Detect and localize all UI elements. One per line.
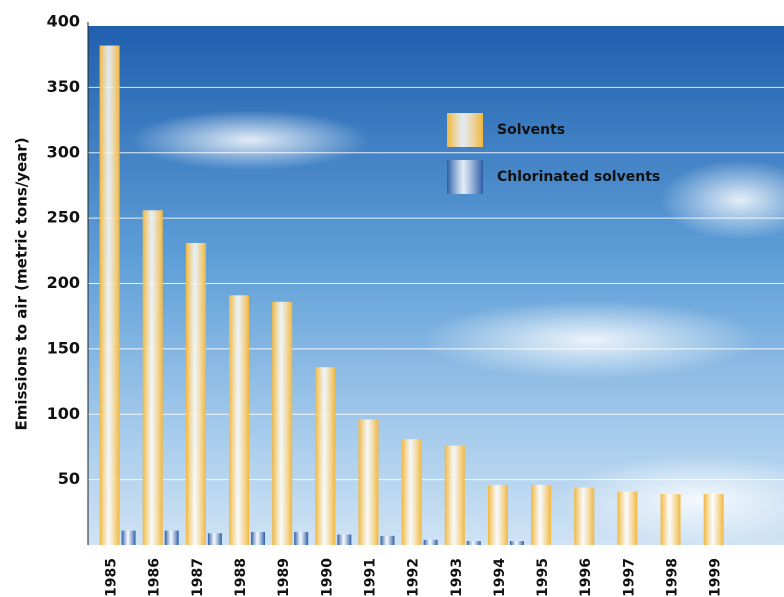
bar bbox=[294, 531, 309, 545]
y-tick-label: 250 bbox=[47, 208, 80, 227]
legend-label: Solvents bbox=[497, 122, 565, 138]
x-tick-label: 1996 bbox=[578, 558, 594, 597]
y-tick-label: 50 bbox=[58, 469, 80, 488]
bar bbox=[207, 533, 222, 545]
x-tick-label: 1994 bbox=[492, 558, 508, 597]
y-axis-label: Emissions to air (metric tons/year) bbox=[13, 137, 31, 430]
cloud bbox=[420, 300, 760, 380]
bar bbox=[487, 484, 508, 545]
bar bbox=[660, 494, 681, 545]
bar bbox=[531, 484, 552, 545]
bars bbox=[99, 45, 724, 545]
bar bbox=[121, 530, 136, 545]
x-tick-label: 1997 bbox=[621, 558, 637, 597]
y-tick-label: 350 bbox=[47, 77, 80, 96]
y-tick-label: 300 bbox=[47, 142, 80, 161]
x-tick-label: 1985 bbox=[104, 558, 120, 597]
y-tick-label: 150 bbox=[47, 338, 80, 357]
bar bbox=[574, 487, 595, 545]
x-tick-label: 1988 bbox=[233, 558, 249, 597]
legend-label: Chlorinated solvents bbox=[497, 169, 660, 185]
x-tick-label: 1993 bbox=[449, 558, 465, 597]
bar bbox=[423, 539, 438, 545]
bar bbox=[358, 419, 379, 545]
bar bbox=[401, 439, 422, 545]
x-tick-label: 1991 bbox=[362, 558, 378, 597]
bar bbox=[509, 541, 524, 545]
bar bbox=[617, 491, 638, 545]
x-tick-label: 1986 bbox=[147, 558, 163, 597]
bar bbox=[229, 295, 250, 545]
bar bbox=[272, 301, 293, 545]
cloud bbox=[130, 110, 370, 170]
legend-swatch bbox=[447, 160, 483, 194]
x-tick-label: 1987 bbox=[190, 558, 206, 597]
bar bbox=[444, 445, 465, 545]
y-tick-label: 100 bbox=[47, 404, 80, 423]
x-tick-label: 1989 bbox=[276, 558, 292, 597]
bar bbox=[380, 535, 395, 545]
legend-swatch bbox=[447, 113, 483, 147]
x-tick-label: 1995 bbox=[535, 558, 551, 597]
bar bbox=[251, 531, 266, 545]
y-tick-label: 400 bbox=[47, 12, 80, 31]
x-tick-label: 1992 bbox=[406, 558, 422, 597]
bar bbox=[99, 45, 120, 545]
x-tick-label: 1998 bbox=[665, 558, 681, 597]
bar bbox=[315, 367, 336, 545]
bar bbox=[185, 242, 206, 545]
y-tick-label: 200 bbox=[47, 273, 80, 292]
x-tick-label: 1990 bbox=[319, 558, 335, 597]
bar bbox=[466, 541, 481, 545]
bar bbox=[337, 534, 352, 545]
bar bbox=[142, 210, 163, 545]
x-tick-label: 1999 bbox=[708, 558, 724, 597]
cloud bbox=[660, 160, 784, 240]
bar bbox=[164, 530, 179, 545]
bar bbox=[703, 494, 724, 545]
